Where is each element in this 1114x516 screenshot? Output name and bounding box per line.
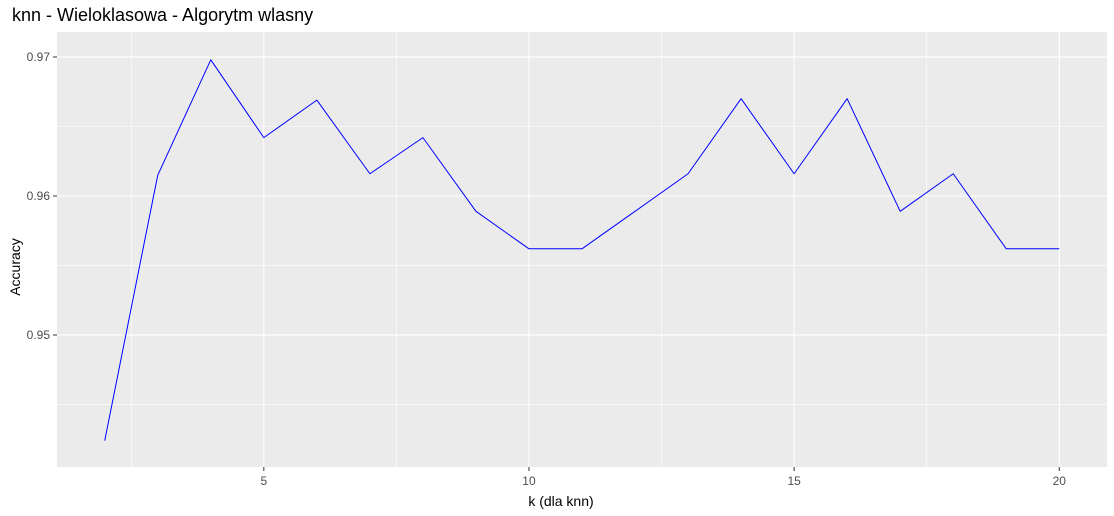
x-tick-label: 20 (1053, 474, 1067, 488)
y-tick-label: 0.95 (27, 328, 51, 342)
series-layer (104, 59, 1060, 441)
x-tick-label: 10 (522, 474, 536, 488)
x-axis: 5 10 15 20 (260, 467, 1066, 488)
x-axis-label: k (dla knn) (528, 493, 593, 509)
major-gridlines (57, 32, 1107, 467)
y-tick-label: 0.96 (27, 189, 51, 203)
x-tick-label: 5 (260, 474, 267, 488)
minor-gridlines (57, 32, 1107, 467)
x-tick-label: 15 (787, 474, 801, 488)
series-line (104, 59, 1060, 441)
y-axis-label: Accuracy (7, 238, 23, 296)
plot-panel (57, 32, 1107, 467)
y-axis: 0.95 0.96 0.97 (27, 50, 57, 342)
chart-title: knn - Wieloklasowa - Algorytm wlasny (12, 5, 314, 25)
y-tick-label: 0.97 (27, 50, 51, 64)
